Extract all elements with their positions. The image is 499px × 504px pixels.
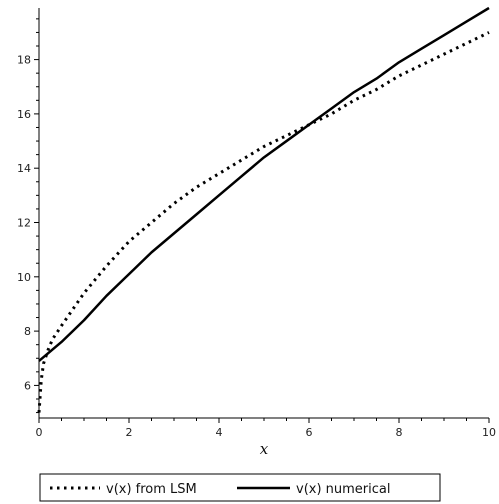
y-tick-label: 18 xyxy=(17,54,31,67)
y-tick-label: 12 xyxy=(17,217,31,230)
legend-label-lsm: v(x) from LSM xyxy=(106,482,197,497)
legend-label-numerical: v(x) numerical xyxy=(296,482,391,497)
y-tick-label: 10 xyxy=(17,271,31,284)
axes: 0 2 4 6 8 10 6 8 10 12 14 16 18 xyxy=(17,8,496,439)
x-tick-label: 10 xyxy=(482,426,496,439)
legend: v(x) from LSM v(x) numerical xyxy=(39,473,441,502)
x-tick-label: 2 xyxy=(126,426,133,439)
y-tick-label: 16 xyxy=(17,108,31,121)
x-tick-label: 0 xyxy=(36,426,43,439)
y-tick-label: 8 xyxy=(24,325,31,338)
series-line-numerical xyxy=(38,6,490,362)
x-tick-label: 8 xyxy=(396,426,403,439)
x-ticks: 0 2 4 6 8 10 xyxy=(36,418,496,439)
x-tick-label: 6 xyxy=(306,426,313,439)
x-axis-title: x xyxy=(260,440,269,458)
y-ticks: 6 8 10 12 14 16 18 xyxy=(17,18,39,414)
x-tick-label: 4 xyxy=(216,426,223,439)
series-layer xyxy=(37,6,490,413)
y-tick-label: 6 xyxy=(24,379,31,392)
series-line-lsm xyxy=(37,31,490,413)
y-tick-label: 14 xyxy=(17,162,31,175)
